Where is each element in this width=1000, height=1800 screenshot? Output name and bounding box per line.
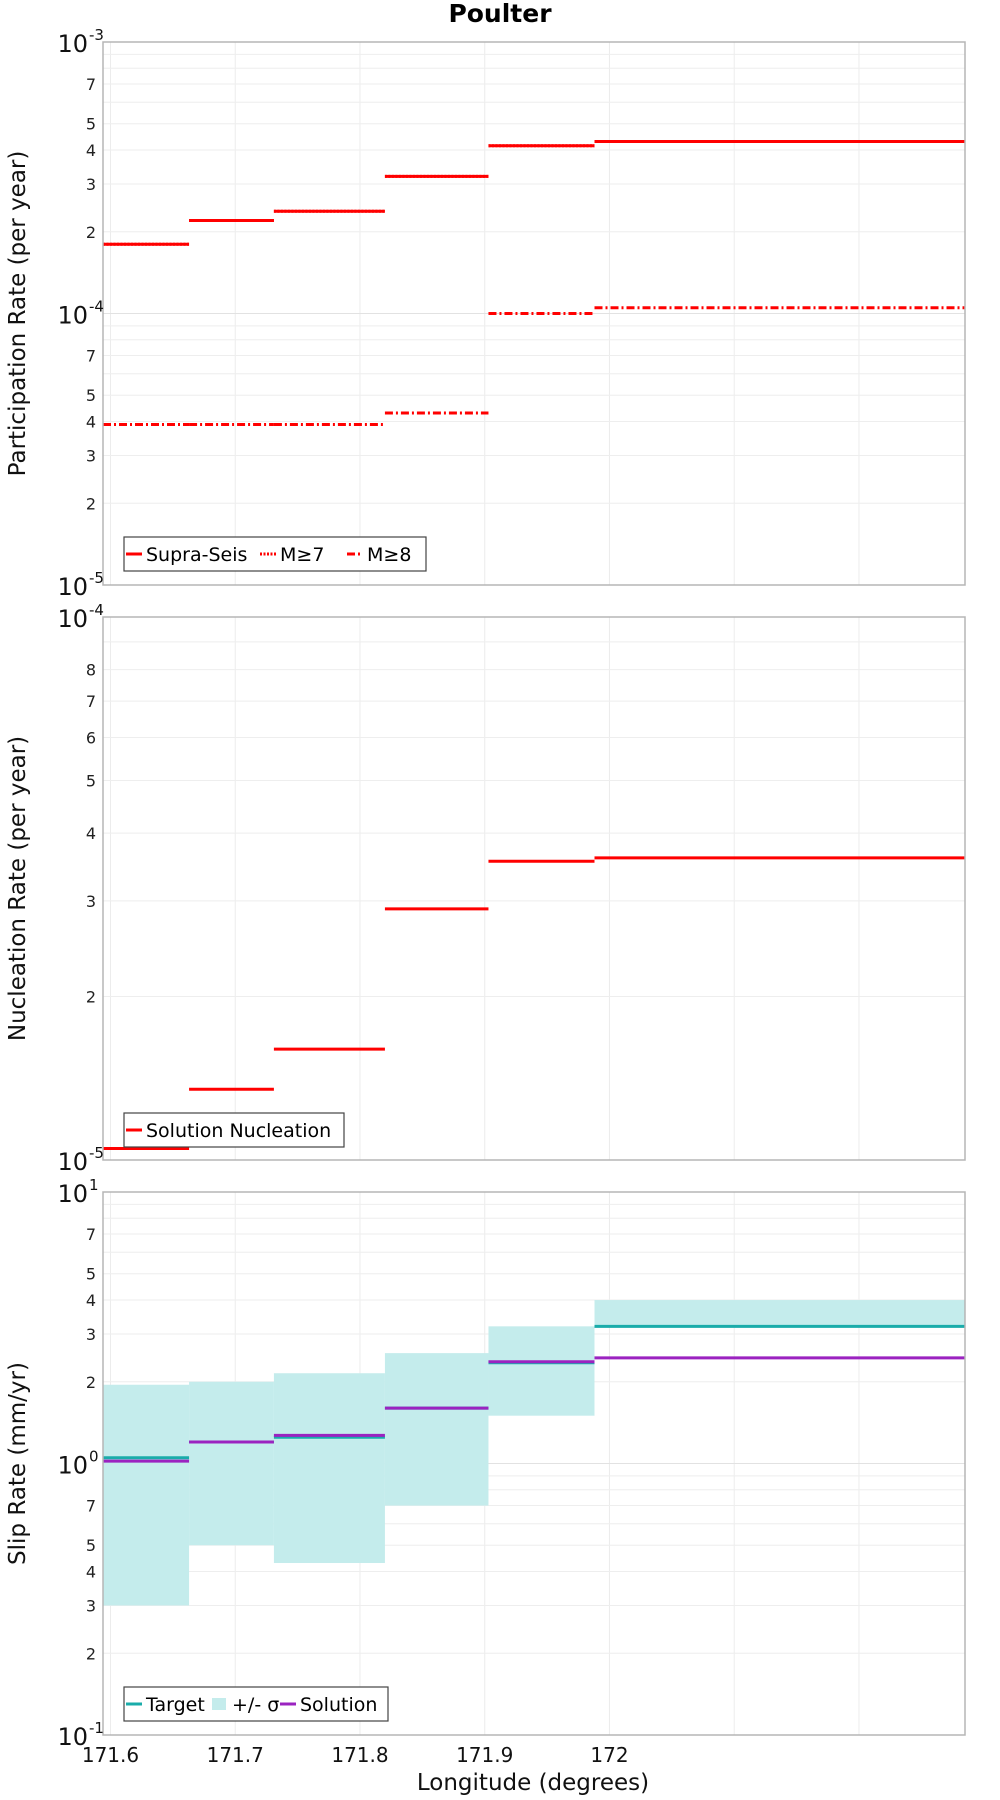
plot-area [103,617,965,1160]
y-major-tick-label: 10 [57,30,88,58]
y-major-tick-exponent: -5 [89,1144,104,1162]
legend-box [123,1686,389,1722]
y-minor-tick-label: 7 [86,75,96,94]
y-minor-tick-label: 2 [86,494,96,513]
y-minor-tick-label: 3 [86,1325,96,1344]
y-minor-tick-label: 6 [86,728,96,747]
legend-label: +/- σ [232,1694,279,1716]
y-minor-tick-label: 4 [86,141,96,160]
sigma-band-segment [384,1353,489,1506]
x-tick-label: 172 [590,1743,628,1767]
y-minor-tick-label: 5 [86,1265,96,1284]
y-major-tick-exponent: -4 [89,601,104,619]
y-minor-tick-label: 4 [86,824,96,843]
legend-box [123,1112,345,1148]
x-tick-label: 171.9 [456,1743,513,1767]
y-major-tick-label: 10 [57,302,88,330]
legend: Solution Nucleation [123,1112,345,1148]
x-axis-label: Longitude (degrees) [417,1770,649,1796]
x-tick-label: 171.8 [331,1743,388,1767]
legend-label: M≥8 [367,544,411,566]
y-major-tick-exponent: -4 [89,298,104,316]
sigma-band-segment [103,1384,190,1606]
y-minor-tick-label: 2 [86,988,96,1007]
y-major-tick-exponent: 1 [89,1176,99,1194]
legend: Supra-Seis M≥7 M≥8 [123,536,427,572]
y-minor-tick-label: 8 [86,661,96,680]
sigma-band-segment [488,1326,595,1416]
y-minor-tick-label: 7 [86,347,96,366]
y-major-tick-label: 10 [57,1180,88,1208]
y-major-tick-exponent: -5 [89,569,104,587]
y-minor-tick-label: 2 [86,1373,96,1392]
legend-label: Target [145,1694,205,1716]
legend-swatch [212,1698,226,1710]
y-major-tick-exponent: -1 [89,1719,104,1737]
y-minor-tick-label: 5 [86,115,96,134]
plot-frame [102,616,966,1161]
y-major-tick-label: 10 [57,1723,88,1751]
y-minor-tick-label: 7 [86,1225,96,1244]
y-minor-tick-label: 2 [86,1644,96,1663]
y-minor-tick-label: 3 [86,892,96,911]
y-minor-tick-label: 3 [86,1596,96,1615]
legend: Target +/- σ Solution [123,1686,389,1722]
legend-label: M≥7 [280,544,324,566]
y-major-tick-label: 10 [57,1148,88,1176]
x-tick-label: 171.6 [82,1743,139,1767]
y-minor-tick-label: 4 [86,413,96,432]
figure-title: Poulter [448,0,552,28]
sigma-band-segment [594,1300,965,1327]
y-minor-tick-label: 3 [86,446,96,465]
y-axis-label: Participation Rate (per year) [5,151,31,477]
y-minor-tick-label: 7 [86,1497,96,1516]
y-major-tick-exponent: -3 [89,26,104,44]
legend-label: Supra-Seis [146,544,247,566]
y-major-tick-exponent: 0 [89,1448,99,1466]
y-minor-tick-label: 2 [86,223,96,242]
plot-frame [102,1191,966,1736]
y-minor-tick-label: 5 [86,1536,96,1555]
y-major-tick-label: 10 [57,573,88,601]
legend-label: Solution [300,1694,377,1716]
sigma-band-segment [189,1381,274,1546]
y-minor-tick-label: 7 [86,692,96,711]
y-minor-tick-label: 3 [86,175,96,194]
y-major-tick-label: 10 [57,1452,88,1480]
y-axis-label: Nucleation Rate (per year) [5,736,31,1041]
sigma-band-segment [273,1373,385,1564]
plot-frame [102,41,966,586]
y-minor-tick-label: 5 [86,386,96,405]
x-tick-label: 171.7 [207,1743,264,1767]
y-axis-label: Slip Rate (mm/yr) [5,1362,31,1565]
y-minor-tick-label: 4 [86,1291,96,1310]
y-minor-tick-label: 5 [86,771,96,790]
legend-label: Solution Nucleation [146,1120,331,1142]
y-major-tick-label: 10 [57,605,88,633]
y-minor-tick-label: 4 [86,1563,96,1582]
